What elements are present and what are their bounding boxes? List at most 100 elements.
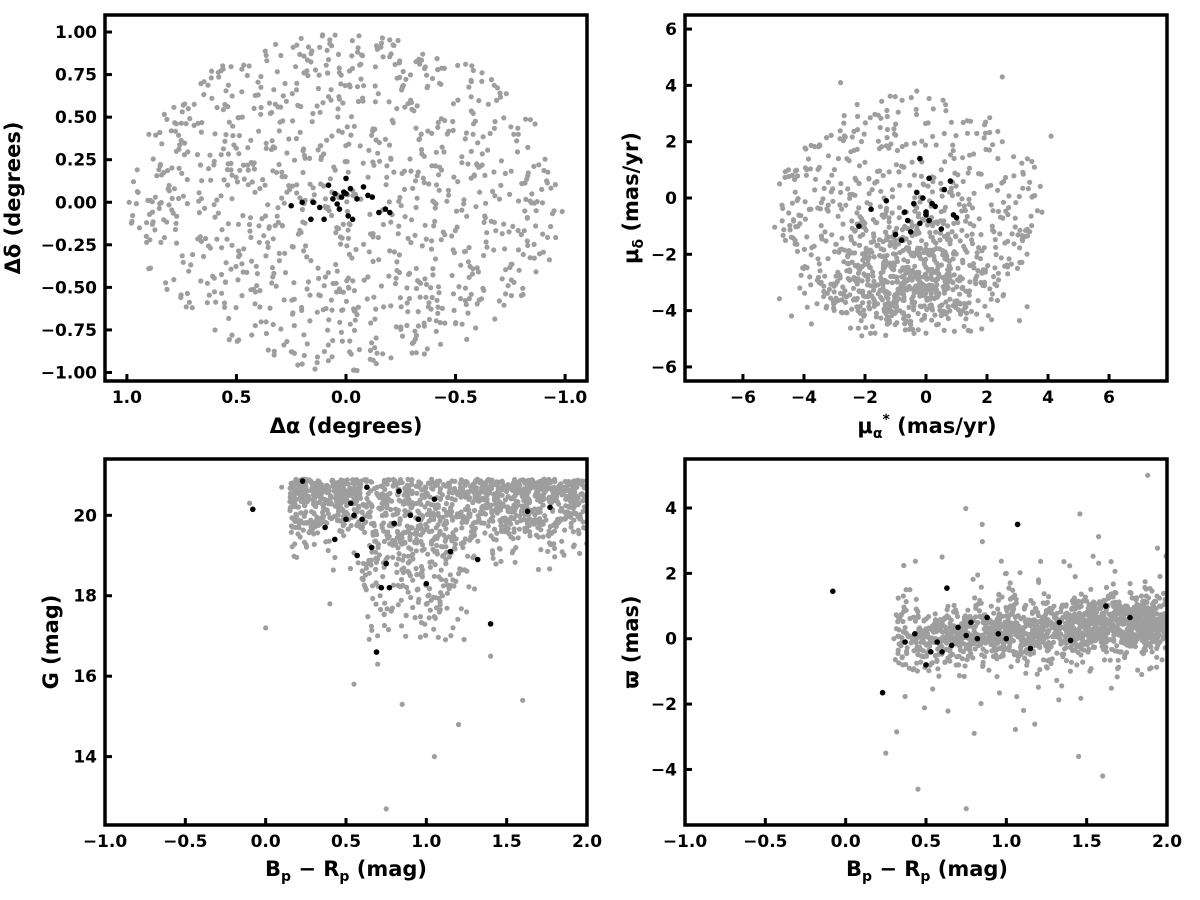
- field-star-point: [326, 317, 332, 323]
- field-star-point: [819, 236, 825, 242]
- field-star-point: [291, 280, 297, 286]
- field-star-point: [421, 180, 427, 186]
- field-star-point: [249, 332, 255, 338]
- field-star-point: [460, 544, 466, 551]
- field-star-point: [1161, 590, 1167, 597]
- field-star-point: [436, 514, 442, 520]
- field-star-point: [176, 195, 182, 202]
- field-star-point: [376, 552, 382, 558]
- field-star-point: [442, 320, 448, 326]
- field-star-point: [892, 322, 898, 328]
- field-star-point: [531, 241, 537, 247]
- field-star-point: [947, 296, 953, 302]
- field-star-point: [945, 267, 951, 273]
- field-star-point: [374, 556, 381, 562]
- field-star-point: [865, 277, 871, 283]
- field-star-point: [169, 195, 175, 202]
- field-star-point: [1084, 609, 1090, 616]
- field-star-point: [370, 234, 376, 240]
- field-star-point: [209, 68, 215, 74]
- field-star-point: [1012, 224, 1018, 230]
- field-star-point: [541, 167, 547, 174]
- field-star-point: [492, 119, 498, 125]
- field-star-point: [546, 533, 552, 539]
- field-star-point: [568, 499, 574, 505]
- field-star-point: [904, 245, 910, 251]
- field-star-point: [846, 158, 852, 164]
- field-star-point: [875, 242, 881, 248]
- field-star-point: [270, 236, 276, 242]
- field-star-point: [900, 593, 906, 599]
- field-star-point: [325, 70, 331, 76]
- field-star-point: [490, 188, 496, 194]
- y-axis-label: μδ (mas/yr): [619, 132, 647, 264]
- field-star-point: [455, 179, 461, 185]
- field-star-point: [543, 488, 549, 494]
- field-star-point: [374, 350, 380, 356]
- field-star-point: [1139, 671, 1145, 678]
- field-star-point: [895, 595, 901, 601]
- field-star-point: [943, 108, 949, 114]
- field-star-point: [324, 520, 330, 526]
- x-tick-label: 6: [1103, 388, 1115, 408]
- field-star-point: [545, 548, 551, 555]
- field-star-point: [866, 175, 872, 181]
- field-star-point: [879, 144, 885, 150]
- field-star-point: [277, 119, 283, 125]
- field-star-point: [840, 284, 846, 290]
- field-star-point: [378, 283, 384, 289]
- field-star-point: [449, 501, 455, 508]
- field-star-point: [505, 526, 511, 532]
- field-star-point: [471, 586, 478, 592]
- field-star-point: [949, 279, 956, 285]
- field-star-point: [572, 489, 578, 495]
- field-star-point: [455, 616, 461, 622]
- field-star-point: [576, 531, 582, 537]
- field-star-point: [567, 495, 573, 501]
- field-star-point: [383, 512, 389, 518]
- field-star-point: [899, 654, 905, 660]
- member-star-point: [387, 209, 393, 216]
- field-star-point: [943, 286, 949, 292]
- field-star-point: [915, 613, 921, 619]
- field-star-point: [944, 253, 950, 259]
- field-star-point: [407, 72, 414, 78]
- field-star-point: [325, 270, 331, 276]
- field-star-point: [1114, 643, 1120, 649]
- field-star-point: [414, 572, 420, 578]
- field-star-point: [391, 169, 397, 175]
- field-star-point: [1096, 599, 1102, 606]
- field-star-point: [866, 300, 872, 306]
- field-star-point: [460, 540, 466, 546]
- field-star-point: [995, 597, 1002, 603]
- field-star-point: [355, 49, 361, 55]
- field-star-point: [312, 366, 318, 372]
- field-star-point: [991, 274, 997, 280]
- field-star-point: [1013, 200, 1019, 206]
- field-star-point: [510, 548, 516, 554]
- field-star-point: [480, 484, 486, 490]
- member-star-point: [917, 155, 923, 162]
- field-star-point: [912, 195, 918, 201]
- field-star-point: [437, 320, 443, 326]
- field-star-point: [940, 97, 946, 103]
- field-star-point: [474, 265, 480, 271]
- field-star-point: [1060, 614, 1066, 621]
- x-tick-label: 1.5: [492, 832, 522, 852]
- field-star-point: [963, 218, 969, 224]
- y-tick-label: 18: [73, 587, 97, 607]
- field-star-point: [999, 74, 1005, 80]
- field-star-point: [492, 193, 498, 199]
- field-star-point: [843, 309, 850, 316]
- field-star-point: [304, 254, 310, 260]
- field-star-point: [418, 522, 424, 529]
- field-star-point: [332, 32, 338, 38]
- field-star-point: [208, 177, 214, 183]
- field-star-point: [225, 151, 231, 157]
- member-star-point: [368, 544, 375, 551]
- field-star-point: [476, 164, 482, 170]
- field-star-point: [933, 142, 939, 148]
- field-star-point: [1037, 667, 1043, 673]
- field-star-point: [462, 136, 468, 142]
- field-star-point: [456, 284, 462, 290]
